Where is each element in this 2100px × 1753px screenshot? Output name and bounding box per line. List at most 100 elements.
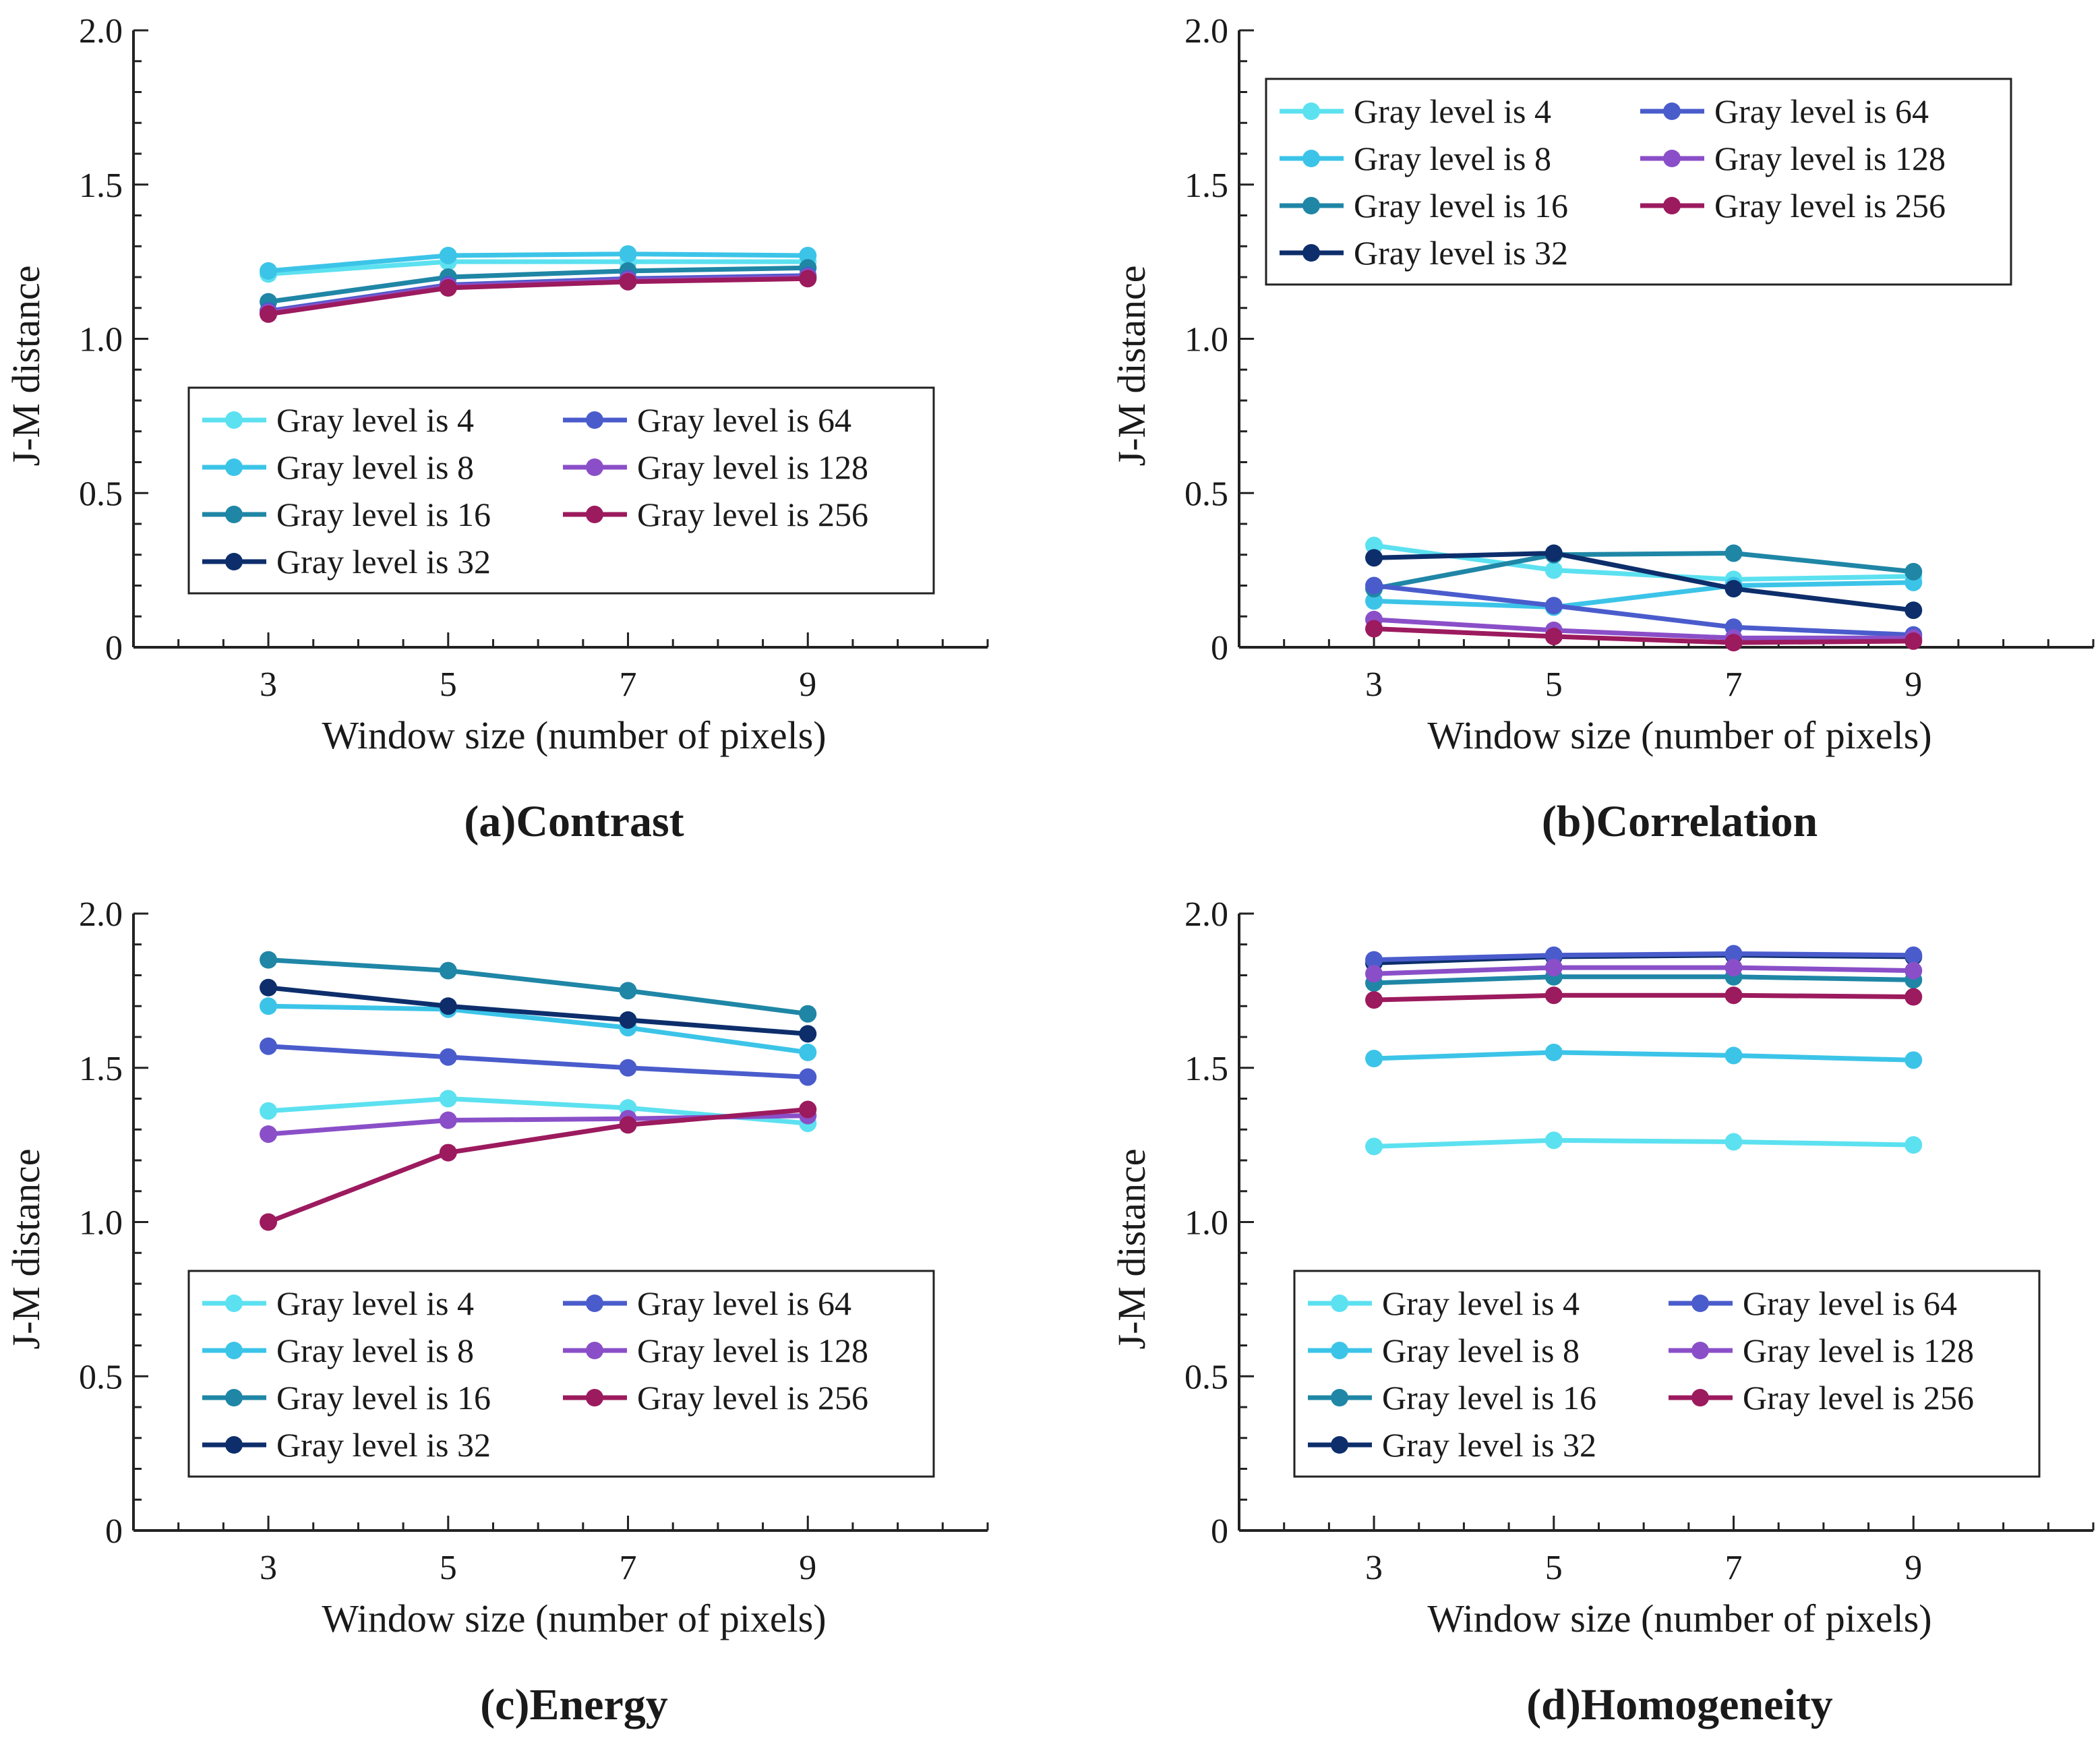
legend-swatch-marker: [1663, 150, 1681, 167]
data-point-s7-x5: [439, 1143, 457, 1162]
data-point-s3-x9: [799, 1005, 817, 1023]
series-line-2: [268, 251, 808, 274]
series-line-5: [1373, 583, 1914, 638]
legend-label: Gray level is 8: [1382, 1332, 1580, 1369]
data-point-s7-x3: [260, 305, 278, 323]
series-line-3: [268, 265, 808, 305]
legend-label: Gray level is 32: [1354, 234, 1568, 272]
data-point-s4-x7: [1724, 580, 1743, 598]
data-point-s1-x3: [1365, 537, 1383, 555]
legend: Gray level is 4 Gray level is 8 Gray level…: [1293, 1270, 2041, 1478]
x-axis-title: Window size (number of pixels): [322, 713, 826, 757]
data-point-s2-x9: [799, 1043, 817, 1061]
legend-label: Gray level is 16: [276, 1379, 491, 1417]
data-point-s7-x5: [1544, 986, 1563, 1005]
y-tick-label: 1.5: [1184, 1050, 1228, 1088]
series-line-1: [1373, 1137, 1914, 1149]
legend-label: Gray level is 256: [1714, 187, 1946, 225]
x-tick-label: 9: [799, 1549, 816, 1587]
data-point-s1-x5: [1544, 561, 1563, 579]
legend-swatch-marker: [1331, 1389, 1348, 1406]
legend-swatch-marker: [586, 1342, 603, 1359]
data-point-s5-x3: [1365, 576, 1383, 595]
legend-swatch-marker: [225, 458, 243, 476]
data-point-s2-x3: [1365, 592, 1383, 610]
legend-box: [1293, 1270, 2041, 1478]
data-point-s2-x7: [619, 245, 637, 263]
legend-swatch-marker: [1663, 102, 1681, 120]
data-point-s3-x5: [439, 961, 457, 980]
series-line-6: [268, 274, 808, 316]
data-point-s7-x9: [1904, 988, 1923, 1006]
y-tick-label: 1.0: [79, 321, 123, 359]
data-point-s2-x3: [260, 997, 278, 1015]
data-point-s2-x5: [439, 246, 457, 264]
y-tick-label: 0.5: [1184, 475, 1228, 513]
legend-swatch-marker: [225, 553, 243, 570]
data-point-s7-x5: [439, 279, 457, 297]
y-tick-label: 0: [1211, 1512, 1228, 1551]
data-point-s4-x5: [1544, 544, 1563, 562]
data-point-s7-x3: [260, 1213, 278, 1231]
legend-swatch-marker: [1302, 197, 1320, 214]
y-tick-label: 0.5: [79, 475, 123, 513]
data-point-s6-x5: [1544, 959, 1563, 977]
x-tick-label: 7: [1725, 1549, 1743, 1587]
x-tick-label: 3: [1365, 1549, 1383, 1587]
legend-swatch-marker: [586, 458, 603, 476]
series-line-5: [1373, 951, 1914, 963]
y-axis-title: J-M distance: [1110, 266, 1153, 467]
data-point-s1-x3: [1365, 1137, 1383, 1156]
legend-swatch-marker: [1331, 1436, 1348, 1454]
chart-panel-2: 0 0.5 1.0 1.5 2.0 3 5 7 9 Window size (number of …: [1110, 12, 2095, 846]
legend-box: [187, 386, 935, 595]
legend-label: Gray level is 128: [1743, 1332, 1974, 1369]
data-point-s2-x9: [799, 246, 817, 264]
legend-label: Gray level is 256: [637, 1379, 868, 1417]
data-point-s4-x9: [1904, 601, 1923, 620]
y-tick-label: 0.5: [1184, 1358, 1228, 1396]
legend-swatch-marker: [586, 411, 603, 429]
legend-label: Gray level is 64: [1714, 92, 1929, 130]
legend-swatch-marker: [1663, 197, 1681, 214]
y-axis-title: J-M distance: [4, 266, 48, 467]
x-tick-label: 9: [1904, 1549, 1922, 1587]
panel-caption: (d)Homogeneity: [1526, 1680, 1833, 1729]
legend-label: Gray level is 256: [637, 496, 868, 533]
data-point-s5-x3: [260, 1037, 278, 1055]
legend-swatch-marker: [225, 1389, 243, 1406]
x-tick-label: 5: [1545, 1549, 1563, 1587]
legend-label: Gray level is 16: [1382, 1379, 1596, 1417]
data-point-s5-x5: [1544, 946, 1563, 964]
series-line-7: [267, 1107, 808, 1224]
series-line-5: [268, 1044, 808, 1079]
y-tick-label: 1.5: [79, 167, 123, 205]
y-tick-label: 1.0: [79, 1204, 123, 1243]
y-tick-label: 1.5: [79, 1050, 123, 1088]
legend-swatch-marker: [225, 506, 243, 523]
data-point-s7-x3: [1365, 620, 1383, 638]
series-line-7: [1373, 626, 1914, 645]
series-line-4: [1373, 550, 1914, 613]
data-point-s4-x9: [799, 1025, 817, 1043]
data-point-s4-x3: [260, 978, 278, 997]
legend-label: Gray level is 128: [637, 448, 868, 486]
legend-swatch-marker: [225, 1436, 243, 1454]
data-point-s7-x9: [1904, 632, 1923, 650]
data-point-s5-x7: [1724, 945, 1743, 963]
legend: Gray level is 4 Gray level is 8 Gray level…: [187, 386, 935, 595]
data-point-s2-x3: [1365, 1050, 1383, 1068]
legend-swatch-marker: [1331, 1295, 1348, 1312]
y-axis-title: J-M distance: [1110, 1149, 1153, 1350]
data-point-s5-x3: [1365, 951, 1383, 969]
y-axis-title: J-M distance: [4, 1149, 48, 1350]
series-line-7: [1373, 992, 1914, 1003]
legend-label: Gray level is 64: [637, 401, 851, 439]
legend-swatch-marker: [1691, 1342, 1709, 1359]
y-tick-label: 2.0: [79, 12, 123, 51]
legend-swatch-marker: [225, 411, 243, 429]
y-tick-label: 1.0: [1184, 321, 1228, 359]
data-point-s7-x9: [799, 1100, 817, 1119]
data-point-s6-x7: [1724, 959, 1743, 977]
data-point-s7-x5: [1544, 627, 1563, 645]
